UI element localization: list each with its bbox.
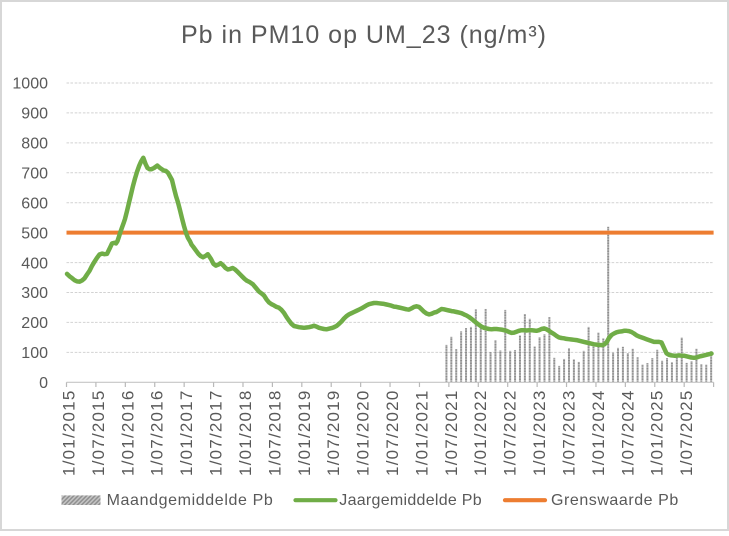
svg-text:1/07/2019: 1/07/2019 (324, 390, 343, 476)
svg-text:1/07/2021: 1/07/2021 (442, 390, 461, 476)
svg-text:1/07/2022: 1/07/2022 (501, 390, 520, 476)
svg-text:1/01/2019: 1/01/2019 (295, 390, 314, 476)
svg-text:500: 500 (21, 225, 48, 242)
svg-text:0: 0 (39, 375, 48, 392)
svg-text:1/01/2016: 1/01/2016 (118, 390, 137, 476)
svg-text:1/07/2018: 1/07/2018 (265, 390, 284, 476)
svg-text:Maandgemiddelde Pb: Maandgemiddelde Pb (107, 492, 274, 509)
svg-text:1/07/2024: 1/07/2024 (618, 390, 637, 476)
svg-text:1/01/2025: 1/01/2025 (648, 390, 667, 476)
svg-text:800: 800 (21, 136, 48, 153)
svg-text:1/01/2015: 1/01/2015 (60, 390, 79, 476)
svg-text:1/01/2023: 1/01/2023 (530, 390, 549, 476)
svg-text:900: 900 (21, 106, 48, 123)
svg-text:700: 700 (21, 165, 48, 182)
svg-text:Jaargemiddelde Pb: Jaargemiddelde Pb (339, 492, 482, 509)
svg-text:1/01/2022: 1/01/2022 (471, 390, 490, 476)
svg-text:1/07/2016: 1/07/2016 (148, 390, 167, 476)
svg-text:1/01/2024: 1/01/2024 (589, 390, 608, 476)
svg-text:400: 400 (21, 255, 48, 272)
svg-text:1/01/2021: 1/01/2021 (412, 390, 431, 476)
svg-text:1/07/2015: 1/07/2015 (89, 390, 108, 476)
svg-text:300: 300 (21, 285, 48, 302)
svg-text:1/07/2017: 1/07/2017 (207, 390, 226, 476)
svg-text:1000: 1000 (12, 76, 48, 93)
svg-text:200: 200 (21, 315, 48, 332)
svg-text:1/07/2025: 1/07/2025 (677, 390, 696, 476)
svg-text:1/01/2020: 1/01/2020 (354, 390, 373, 476)
svg-text:1/01/2018: 1/01/2018 (236, 390, 255, 476)
svg-text:1/07/2020: 1/07/2020 (383, 390, 402, 476)
svg-text:Pb in PM10 op UM_23 (ng/m³): Pb in PM10 op UM_23 (ng/m³) (181, 21, 547, 49)
svg-text:100: 100 (21, 345, 48, 362)
svg-text:1/07/2023: 1/07/2023 (560, 390, 579, 476)
svg-text:1/01/2017: 1/01/2017 (177, 390, 196, 476)
svg-text:600: 600 (21, 195, 48, 212)
svg-text:Grenswaarde Pb: Grenswaarde Pb (551, 492, 679, 509)
